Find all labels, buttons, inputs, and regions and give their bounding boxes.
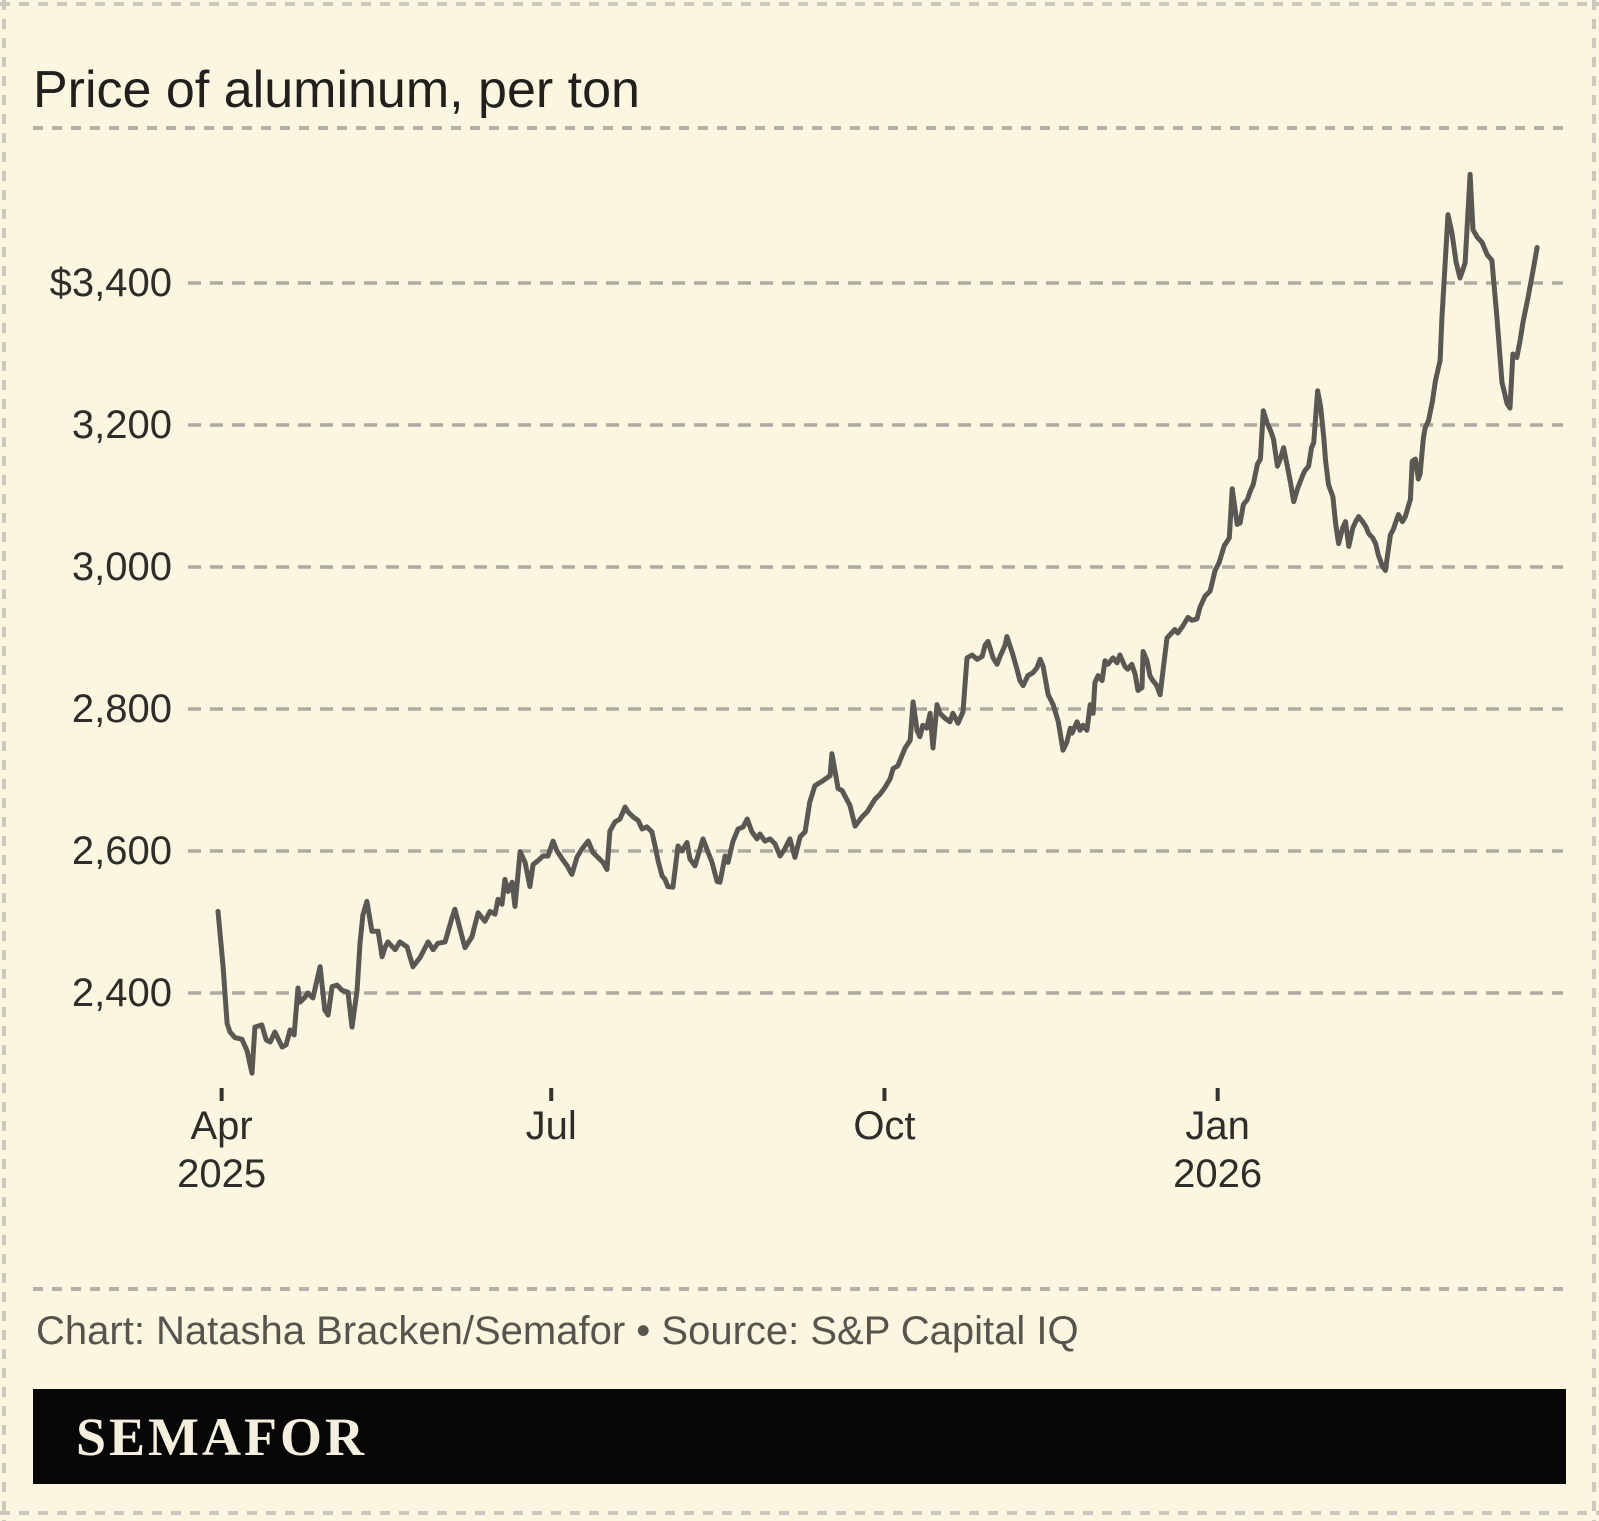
header-separator	[33, 126, 1567, 130]
x-axis-label-Jan: Jan	[1185, 1104, 1250, 1148]
price-line	[215, 171, 1540, 1076]
y-axis-label-2800: 2,800	[71, 687, 172, 731]
x-axis-year-2025: 2025	[177, 1152, 267, 1196]
x-axis-label-Oct: Oct	[853, 1104, 916, 1148]
x-axis-year-2026: 2026	[1173, 1152, 1263, 1196]
y-axis-label-2600: 2,600	[71, 829, 172, 873]
y-axis-label-3200: 3,200	[71, 403, 172, 447]
semafor-logo: SEMAFOR	[76, 1406, 367, 1467]
y-axis-label-3000: 3,000	[71, 545, 172, 589]
footer-separator	[33, 1287, 1567, 1291]
x-axis-label-Apr: Apr	[190, 1104, 253, 1148]
y-axis-label-2400: 2,400	[71, 971, 172, 1015]
x-axis-label-Jul: Jul	[525, 1104, 577, 1148]
y-axis-label-3400: $3,400	[49, 261, 172, 305]
brand-bar: SEMAFOR	[33, 1389, 1566, 1484]
chart-title: Price of aluminum, per ton	[33, 60, 640, 119]
chart-credit: Chart: Natasha Bracken/Semafor • Source:…	[36, 1309, 1079, 1353]
